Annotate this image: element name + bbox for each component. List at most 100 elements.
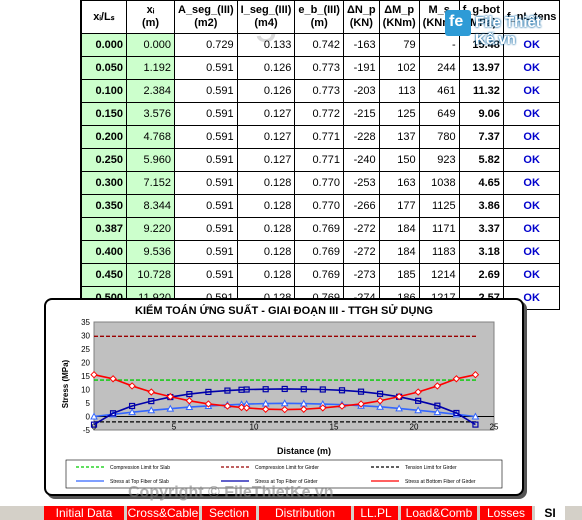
sheet-tab[interactable]: Section <box>202 506 256 520</box>
table-cell[interactable]: 163 <box>378 171 420 195</box>
table-cell[interactable]: 9.220 <box>126 217 175 241</box>
sheet-tab[interactable]: SI <box>535 506 565 520</box>
table-cell[interactable]: 102 <box>378 56 420 80</box>
table-cell[interactable]: 0.729 <box>174 33 238 57</box>
sheet-tab[interactable]: Losses <box>480 506 532 520</box>
header-area[interactable]: A_seg_(III) (m2) <box>174 0 238 34</box>
table-cell[interactable]: 185 <box>378 263 420 287</box>
table-cell[interactable]: 0.133 <box>236 33 296 57</box>
table-cell[interactable]: 7.37 <box>458 125 504 149</box>
table-cell[interactable]: 184 <box>378 240 420 264</box>
table-cell[interactable]: 461 <box>418 79 460 103</box>
table-cell[interactable]: OK <box>502 171 561 195</box>
table-cell[interactable]: 0.387 <box>80 217 127 241</box>
sheet-tab[interactable]: Distribution <box>259 506 351 520</box>
table-cell[interactable]: 0.772 <box>294 102 344 126</box>
table-cell[interactable]: 0.350 <box>80 194 127 218</box>
table-cell[interactable]: 3.37 <box>458 217 504 241</box>
table-cell[interactable]: 0.050 <box>80 56 127 80</box>
table-cell[interactable]: 4.65 <box>458 171 504 195</box>
table-cell[interactable]: -266 <box>342 194 380 218</box>
table-cell[interactable]: 125 <box>378 102 420 126</box>
table-cell[interactable]: OK <box>502 33 561 57</box>
table-cell[interactable]: 780 <box>418 125 460 149</box>
table-cell[interactable]: 0.200 <box>80 125 127 149</box>
header-fntens[interactable]: f_nL-tens <box>502 0 561 34</box>
table-cell[interactable]: -228 <box>342 125 380 149</box>
table-cell[interactable]: 0.591 <box>174 56 238 80</box>
table-cell[interactable]: 0.000 <box>126 33 175 57</box>
table-cell[interactable]: 3.86 <box>458 194 504 218</box>
table-cell[interactable]: 244 <box>418 56 460 80</box>
sheet-tab[interactable]: Cross&Cable <box>127 506 199 520</box>
table-cell[interactable]: 0.770 <box>294 194 344 218</box>
table-cell[interactable]: -240 <box>342 148 380 172</box>
table-cell[interactable]: 137 <box>378 125 420 149</box>
table-cell[interactable]: 0.773 <box>294 79 344 103</box>
table-cell[interactable]: -191 <box>342 56 380 80</box>
table-cell[interactable]: OK <box>502 56 561 80</box>
table-cell[interactable]: OK <box>502 217 561 241</box>
table-cell[interactable]: 0.769 <box>294 240 344 264</box>
table-cell[interactable]: 0.100 <box>80 79 127 103</box>
table-cell[interactable]: 9.06 <box>458 102 504 126</box>
header-x[interactable]: xᵢ (m) <box>126 0 175 34</box>
table-cell[interactable]: 0.591 <box>174 240 238 264</box>
table-cell[interactable]: 3.576 <box>126 102 175 126</box>
table-cell[interactable]: 184 <box>378 217 420 241</box>
table-cell[interactable]: 113 <box>378 79 420 103</box>
table-cell[interactable]: 0.126 <box>236 56 296 80</box>
table-cell[interactable]: 0.591 <box>174 125 238 149</box>
table-cell[interactable]: -253 <box>342 171 380 195</box>
header-dnp[interactable]: ΔN_p (KN) <box>342 0 380 34</box>
table-cell[interactable]: 0.127 <box>236 148 296 172</box>
table-cell[interactable]: 2.384 <box>126 79 175 103</box>
table-cell[interactable]: 177 <box>378 194 420 218</box>
sheet-tab[interactable]: Initial Data <box>44 506 124 520</box>
table-cell[interactable]: 0.771 <box>294 125 344 149</box>
table-cell[interactable]: 1214 <box>418 263 460 287</box>
table-cell[interactable]: OK <box>502 125 561 149</box>
table-cell[interactable]: 0.591 <box>174 171 238 195</box>
table-cell[interactable]: 1.192 <box>126 56 175 80</box>
sheet-tab[interactable]: LL.PL <box>354 506 398 520</box>
table-cell[interactable]: 15.48 <box>458 33 504 57</box>
table-cell[interactable]: 1183 <box>418 240 460 264</box>
table-cell[interactable]: 3.18 <box>458 240 504 264</box>
table-cell[interactable]: 150 <box>378 148 420 172</box>
table-cell[interactable]: 0.250 <box>80 148 127 172</box>
table-cell[interactable]: 13.97 <box>458 56 504 80</box>
table-cell[interactable]: 5.82 <box>458 148 504 172</box>
table-cell[interactable]: -215 <box>342 102 380 126</box>
table-cell[interactable]: 79 <box>378 33 420 57</box>
table-cell[interactable]: -273 <box>342 263 380 287</box>
table-cell[interactable]: 10.728 <box>126 263 175 287</box>
table-cell[interactable]: 0.591 <box>174 148 238 172</box>
table-cell[interactable]: 7.152 <box>126 171 175 195</box>
table-cell[interactable]: OK <box>502 79 561 103</box>
header-xl[interactable]: xᵢ/Lₛ <box>80 0 127 34</box>
table-cell[interactable]: 0.128 <box>236 194 296 218</box>
table-cell[interactable]: 0.771 <box>294 148 344 172</box>
table-cell[interactable]: 0.591 <box>174 194 238 218</box>
table-cell[interactable]: 0.591 <box>174 102 238 126</box>
table-cell[interactable]: 4.768 <box>126 125 175 149</box>
table-cell[interactable]: 0.450 <box>80 263 127 287</box>
table-cell[interactable]: 8.344 <box>126 194 175 218</box>
table-cell[interactable]: 0.591 <box>174 79 238 103</box>
table-cell[interactable]: -272 <box>342 217 380 241</box>
table-cell[interactable]: 0.400 <box>80 240 127 264</box>
table-cell[interactable]: - <box>418 33 460 57</box>
table-cell[interactable]: 2.69 <box>458 263 504 287</box>
table-cell[interactable]: 0.770 <box>294 171 344 195</box>
table-cell[interactable]: 0.000 <box>80 33 127 57</box>
table-cell[interactable]: 0.127 <box>236 125 296 149</box>
table-cell[interactable]: 0.150 <box>80 102 127 126</box>
table-cell[interactable]: -203 <box>342 79 380 103</box>
table-cell[interactable]: OK <box>502 194 561 218</box>
table-cell[interactable]: -272 <box>342 240 380 264</box>
header-eccentricity[interactable]: e_b_(III) (m) <box>294 0 344 34</box>
table-cell[interactable]: 0.126 <box>236 79 296 103</box>
table-cell[interactable]: 9.536 <box>126 240 175 264</box>
table-cell[interactable]: 0.591 <box>174 217 238 241</box>
